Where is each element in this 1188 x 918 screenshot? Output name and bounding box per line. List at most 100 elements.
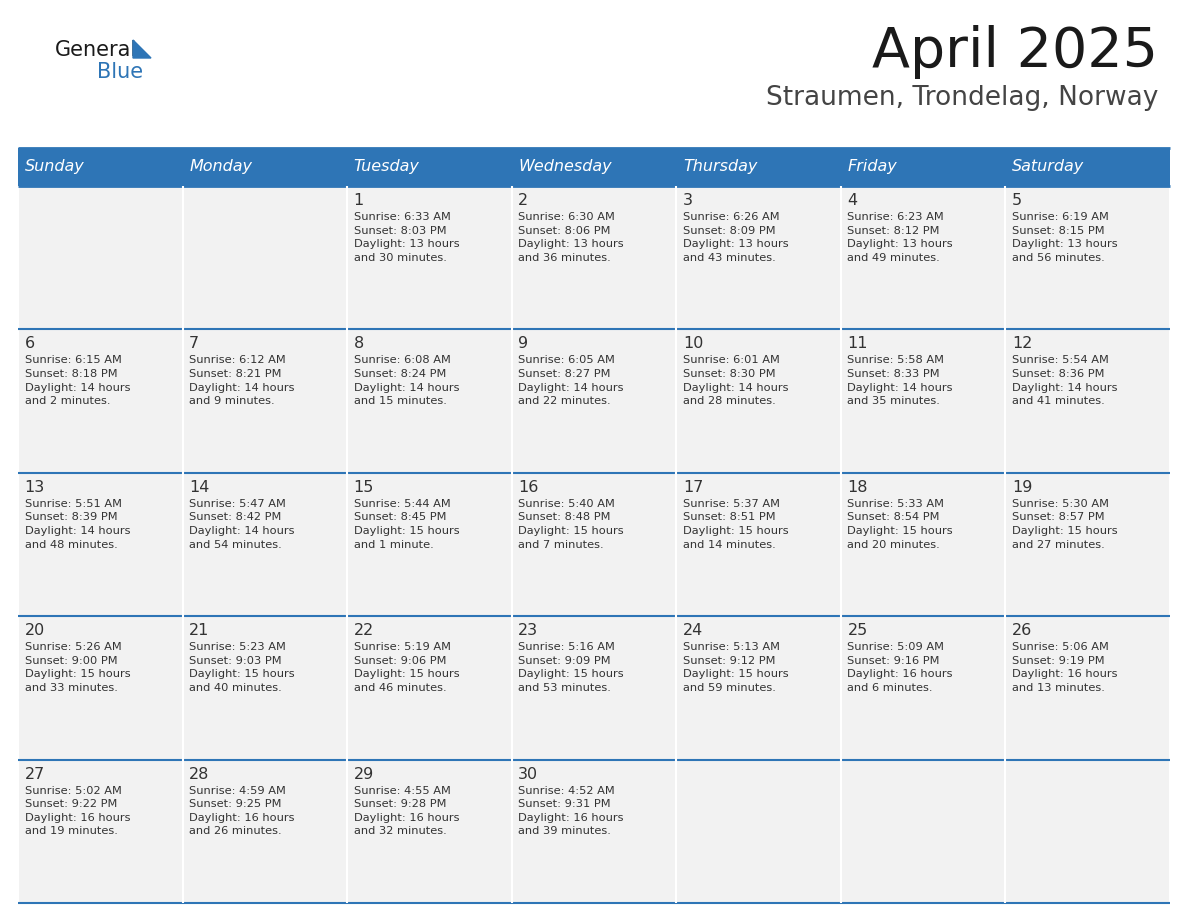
Text: 16: 16 <box>518 480 538 495</box>
Bar <box>841 473 1005 616</box>
Bar <box>512 330 676 473</box>
Text: 21: 21 <box>189 623 209 638</box>
Text: Sunrise: 5:40 AM
Sunset: 8:48 PM
Daylight: 15 hours
and 7 minutes.: Sunrise: 5:40 AM Sunset: 8:48 PM Dayligh… <box>518 498 624 550</box>
Text: Sunrise: 5:30 AM
Sunset: 8:57 PM
Daylight: 15 hours
and 27 minutes.: Sunrise: 5:30 AM Sunset: 8:57 PM Dayligh… <box>1012 498 1118 550</box>
Bar <box>1005 473 1170 616</box>
Text: 19: 19 <box>1012 480 1032 495</box>
Bar <box>18 759 183 903</box>
Text: 18: 18 <box>847 480 868 495</box>
Text: Sunrise: 6:08 AM
Sunset: 8:24 PM
Daylight: 14 hours
and 15 minutes.: Sunrise: 6:08 AM Sunset: 8:24 PM Dayligh… <box>354 355 460 406</box>
Bar <box>676 186 841 330</box>
Text: Sunrise: 6:23 AM
Sunset: 8:12 PM
Daylight: 13 hours
and 49 minutes.: Sunrise: 6:23 AM Sunset: 8:12 PM Dayligh… <box>847 212 953 263</box>
Bar <box>512 616 676 759</box>
Polygon shape <box>133 40 151 58</box>
Text: Sunrise: 5:02 AM
Sunset: 9:22 PM
Daylight: 16 hours
and 19 minutes.: Sunrise: 5:02 AM Sunset: 9:22 PM Dayligh… <box>25 786 129 836</box>
Text: Saturday: Saturday <box>1012 160 1085 174</box>
Bar <box>676 759 841 903</box>
Text: 6: 6 <box>25 336 34 352</box>
Text: 1: 1 <box>354 193 364 208</box>
Text: Sunrise: 5:54 AM
Sunset: 8:36 PM
Daylight: 14 hours
and 41 minutes.: Sunrise: 5:54 AM Sunset: 8:36 PM Dayligh… <box>1012 355 1118 406</box>
Text: 9: 9 <box>518 336 529 352</box>
Bar <box>183 473 347 616</box>
Text: 29: 29 <box>354 767 374 781</box>
Text: Sunrise: 5:09 AM
Sunset: 9:16 PM
Daylight: 16 hours
and 6 minutes.: Sunrise: 5:09 AM Sunset: 9:16 PM Dayligh… <box>847 643 953 693</box>
Bar <box>183 759 347 903</box>
Text: Sunrise: 5:13 AM
Sunset: 9:12 PM
Daylight: 15 hours
and 59 minutes.: Sunrise: 5:13 AM Sunset: 9:12 PM Dayligh… <box>683 643 789 693</box>
Text: 5: 5 <box>1012 193 1022 208</box>
Text: Sunrise: 5:44 AM
Sunset: 8:45 PM
Daylight: 15 hours
and 1 minute.: Sunrise: 5:44 AM Sunset: 8:45 PM Dayligh… <box>354 498 460 550</box>
Bar <box>18 330 183 473</box>
Bar <box>1005 616 1170 759</box>
Bar <box>347 186 512 330</box>
Text: Friday: Friday <box>847 160 897 174</box>
Text: Sunrise: 4:52 AM
Sunset: 9:31 PM
Daylight: 16 hours
and 39 minutes.: Sunrise: 4:52 AM Sunset: 9:31 PM Dayligh… <box>518 786 624 836</box>
Text: 25: 25 <box>847 623 867 638</box>
Text: Tuesday: Tuesday <box>354 160 419 174</box>
Text: 3: 3 <box>683 193 693 208</box>
Text: Sunrise: 5:37 AM
Sunset: 8:51 PM
Daylight: 15 hours
and 14 minutes.: Sunrise: 5:37 AM Sunset: 8:51 PM Dayligh… <box>683 498 789 550</box>
Text: 2: 2 <box>518 193 529 208</box>
Text: Sunrise: 5:51 AM
Sunset: 8:39 PM
Daylight: 14 hours
and 48 minutes.: Sunrise: 5:51 AM Sunset: 8:39 PM Dayligh… <box>25 498 129 550</box>
Text: Monday: Monday <box>189 160 252 174</box>
Bar <box>1005 330 1170 473</box>
Bar <box>676 473 841 616</box>
Bar <box>347 473 512 616</box>
Bar <box>1005 759 1170 903</box>
Bar <box>18 616 183 759</box>
Text: 27: 27 <box>25 767 45 781</box>
Text: Sunrise: 6:30 AM
Sunset: 8:06 PM
Daylight: 13 hours
and 36 minutes.: Sunrise: 6:30 AM Sunset: 8:06 PM Dayligh… <box>518 212 624 263</box>
Bar <box>18 148 1170 186</box>
Text: Sunrise: 4:55 AM
Sunset: 9:28 PM
Daylight: 16 hours
and 32 minutes.: Sunrise: 4:55 AM Sunset: 9:28 PM Dayligh… <box>354 786 460 836</box>
Text: 12: 12 <box>1012 336 1032 352</box>
Bar <box>512 473 676 616</box>
Text: Thursday: Thursday <box>683 160 757 174</box>
Text: Sunrise: 5:26 AM
Sunset: 9:00 PM
Daylight: 15 hours
and 33 minutes.: Sunrise: 5:26 AM Sunset: 9:00 PM Dayligh… <box>25 643 131 693</box>
Bar <box>841 616 1005 759</box>
Text: Sunrise: 5:47 AM
Sunset: 8:42 PM
Daylight: 14 hours
and 54 minutes.: Sunrise: 5:47 AM Sunset: 8:42 PM Dayligh… <box>189 498 295 550</box>
Text: Straumen, Trondelag, Norway: Straumen, Trondelag, Norway <box>765 85 1158 111</box>
Text: Sunrise: 5:23 AM
Sunset: 9:03 PM
Daylight: 15 hours
and 40 minutes.: Sunrise: 5:23 AM Sunset: 9:03 PM Dayligh… <box>189 643 295 693</box>
Text: 4: 4 <box>847 193 858 208</box>
Bar <box>347 759 512 903</box>
Text: Sunrise: 6:26 AM
Sunset: 8:09 PM
Daylight: 13 hours
and 43 minutes.: Sunrise: 6:26 AM Sunset: 8:09 PM Dayligh… <box>683 212 789 263</box>
Text: Sunrise: 4:59 AM
Sunset: 9:25 PM
Daylight: 16 hours
and 26 minutes.: Sunrise: 4:59 AM Sunset: 9:25 PM Dayligh… <box>189 786 295 836</box>
Text: 23: 23 <box>518 623 538 638</box>
Text: 11: 11 <box>847 336 868 352</box>
Bar <box>841 330 1005 473</box>
Bar <box>512 186 676 330</box>
Text: 28: 28 <box>189 767 209 781</box>
Text: Sunrise: 6:19 AM
Sunset: 8:15 PM
Daylight: 13 hours
and 56 minutes.: Sunrise: 6:19 AM Sunset: 8:15 PM Dayligh… <box>1012 212 1118 263</box>
Bar <box>676 616 841 759</box>
Text: Sunrise: 6:15 AM
Sunset: 8:18 PM
Daylight: 14 hours
and 2 minutes.: Sunrise: 6:15 AM Sunset: 8:18 PM Dayligh… <box>25 355 129 406</box>
Text: Sunrise: 5:06 AM
Sunset: 9:19 PM
Daylight: 16 hours
and 13 minutes.: Sunrise: 5:06 AM Sunset: 9:19 PM Dayligh… <box>1012 643 1118 693</box>
Text: 24: 24 <box>683 623 703 638</box>
Bar <box>18 186 183 330</box>
Text: April 2025: April 2025 <box>872 25 1158 79</box>
Bar <box>841 759 1005 903</box>
Bar <box>676 330 841 473</box>
Text: 17: 17 <box>683 480 703 495</box>
Text: Sunrise: 5:16 AM
Sunset: 9:09 PM
Daylight: 15 hours
and 53 minutes.: Sunrise: 5:16 AM Sunset: 9:09 PM Dayligh… <box>518 643 624 693</box>
Bar <box>183 186 347 330</box>
Text: 14: 14 <box>189 480 209 495</box>
Text: 13: 13 <box>25 480 45 495</box>
Text: Blue: Blue <box>97 62 143 82</box>
Text: 10: 10 <box>683 336 703 352</box>
Text: Sunrise: 5:33 AM
Sunset: 8:54 PM
Daylight: 15 hours
and 20 minutes.: Sunrise: 5:33 AM Sunset: 8:54 PM Dayligh… <box>847 498 953 550</box>
Text: 22: 22 <box>354 623 374 638</box>
Bar <box>1005 186 1170 330</box>
Text: 26: 26 <box>1012 623 1032 638</box>
Text: Sunday: Sunday <box>25 160 84 174</box>
Bar <box>347 330 512 473</box>
Bar <box>183 330 347 473</box>
Text: Sunrise: 6:12 AM
Sunset: 8:21 PM
Daylight: 14 hours
and 9 minutes.: Sunrise: 6:12 AM Sunset: 8:21 PM Dayligh… <box>189 355 295 406</box>
Text: General: General <box>55 40 138 60</box>
Text: 20: 20 <box>25 623 45 638</box>
Text: Sunrise: 5:19 AM
Sunset: 9:06 PM
Daylight: 15 hours
and 46 minutes.: Sunrise: 5:19 AM Sunset: 9:06 PM Dayligh… <box>354 643 460 693</box>
Text: 30: 30 <box>518 767 538 781</box>
Bar <box>841 186 1005 330</box>
Bar <box>347 616 512 759</box>
Bar <box>183 616 347 759</box>
Bar <box>512 759 676 903</box>
Text: Sunrise: 5:58 AM
Sunset: 8:33 PM
Daylight: 14 hours
and 35 minutes.: Sunrise: 5:58 AM Sunset: 8:33 PM Dayligh… <box>847 355 953 406</box>
